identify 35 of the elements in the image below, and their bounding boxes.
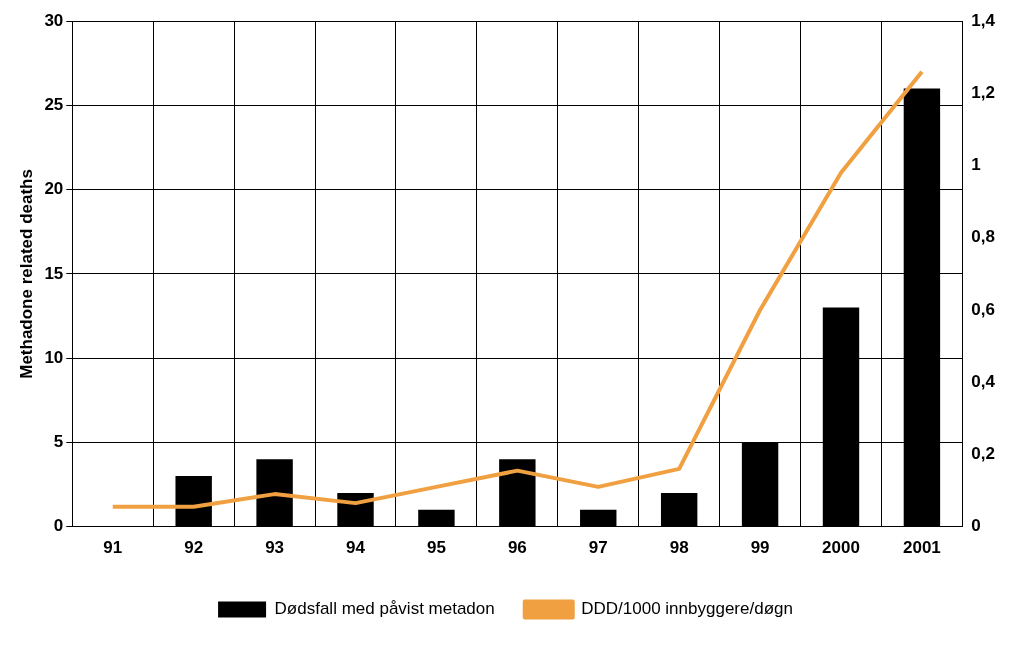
- bar: [418, 509, 455, 527]
- x-tick-label: 2000: [822, 538, 860, 558]
- y2-tick-label: 1: [971, 155, 981, 175]
- x-tick-label: 94: [346, 538, 366, 558]
- y-tick-label: 5: [53, 432, 64, 452]
- x-tick-label: 92: [184, 538, 204, 558]
- y-tick-label: 0: [53, 516, 64, 536]
- y2-tick-label: 0,6: [971, 299, 996, 319]
- y2-tick-label: 0,2: [971, 444, 996, 464]
- y2-tick-label: 1,4: [971, 10, 996, 30]
- y2-tick-label: 0: [971, 516, 981, 536]
- y-tick-label: 30: [44, 10, 64, 30]
- bar: [660, 492, 698, 527]
- y2-tick-label: 0,4: [971, 371, 996, 391]
- x-tick-label: 97: [588, 538, 608, 558]
- y-tick-label: 25: [44, 95, 64, 115]
- x-tick-label: 99: [750, 538, 770, 558]
- bar: [580, 509, 617, 527]
- x-tick-label: 95: [426, 538, 446, 558]
- y-tick-label: 15: [44, 263, 64, 283]
- bar: [175, 476, 212, 527]
- y-axis-title: Methadone related deaths: [16, 169, 36, 379]
- bar: [256, 459, 293, 527]
- y2-tick-label: 0,8: [971, 227, 996, 247]
- y-tick-label: 10: [44, 347, 64, 367]
- x-tick-label: 93: [265, 538, 285, 558]
- x-tick-label: 91: [103, 538, 123, 558]
- legend-label: DDD/1000 innbyggere/døgn: [581, 599, 793, 619]
- x-tick-label: 96: [507, 538, 527, 558]
- x-tick-label: 2001: [903, 538, 941, 558]
- bar: [499, 459, 536, 527]
- y-tick-label: 20: [44, 179, 64, 199]
- x-tick-label: 98: [669, 538, 689, 558]
- legend-label: Dødsfall med påvist metadon: [274, 599, 495, 619]
- y2-tick-label: 1,2: [971, 83, 996, 103]
